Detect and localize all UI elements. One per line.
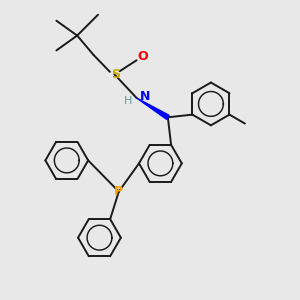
Text: N: N bbox=[140, 90, 151, 103]
Text: P: P bbox=[114, 185, 123, 198]
Polygon shape bbox=[136, 98, 169, 119]
Text: O: O bbox=[137, 50, 148, 63]
Text: H: H bbox=[124, 96, 133, 106]
Text: S: S bbox=[111, 68, 120, 81]
